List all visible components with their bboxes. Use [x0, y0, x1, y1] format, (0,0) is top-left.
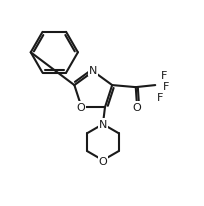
Text: F: F: [163, 82, 169, 92]
Text: F: F: [156, 92, 162, 102]
Text: N: N: [89, 66, 97, 76]
Text: N: N: [98, 119, 106, 129]
Text: O: O: [98, 156, 107, 166]
Text: F: F: [161, 71, 167, 81]
Text: O: O: [132, 103, 141, 112]
Text: O: O: [76, 103, 84, 113]
